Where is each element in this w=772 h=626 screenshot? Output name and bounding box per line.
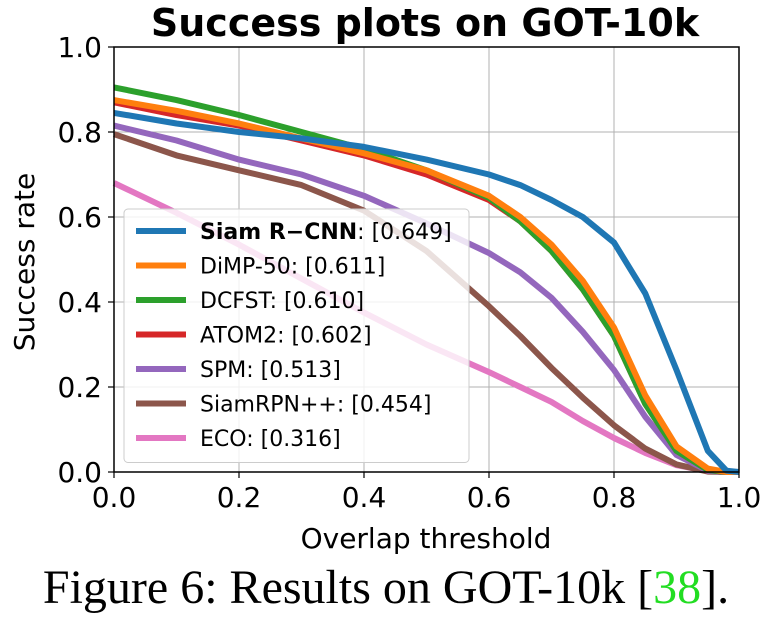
legend-entry: SPM: [0.513] <box>200 358 341 383</box>
legend-entry: ATOM2: [0.602] <box>200 324 372 349</box>
series-line <box>113 131 739 475</box>
y-tick-label: 0.2 <box>57 371 102 404</box>
legend-separator: : <box>246 358 260 383</box>
legend-series-name: Siam R−CNN <box>200 220 357 245</box>
legend-separator: : <box>291 255 305 280</box>
legend-series-score: [0.316] <box>261 427 341 452</box>
series-line <box>113 97 739 475</box>
x-tick-label: 0.4 <box>342 481 387 514</box>
y-ticks: 0.0 0.2 0.4 0.6 0.8 1.0 <box>57 31 114 489</box>
series-line <box>113 109 740 475</box>
legend-separator: : <box>246 427 260 452</box>
series-lines <box>112 84 740 475</box>
y-tick-label: 0.8 <box>57 116 102 149</box>
legend-series-name: SPM <box>200 358 246 383</box>
legend-series-score: [0.649] <box>372 220 452 245</box>
y-tick-label: 0.4 <box>57 286 102 319</box>
citation-reference[interactable]: 38 <box>653 561 702 614</box>
legend-box <box>123 208 470 463</box>
legend-entry: DCFST: [0.610] <box>200 289 364 314</box>
x-tick-label: 0.0 <box>92 481 137 514</box>
y-tick-label: 0.6 <box>57 201 102 234</box>
x-tick-label: 1.0 <box>717 481 762 514</box>
legend-separator: : <box>337 393 351 418</box>
y-tick-label: 0.0 <box>57 456 102 489</box>
legend-series-name: DiMP-50 <box>200 255 291 280</box>
legend-entry: ECO: [0.316] <box>200 427 341 452</box>
x-tick-label: 0.8 <box>592 481 637 514</box>
legend-series-score: [0.611] <box>305 255 385 280</box>
figure-caption: Figure 6: Results on GOT-10k [38]. <box>0 560 772 615</box>
y-tick-label: 1.0 <box>57 31 102 64</box>
legend-series-name: SiamRPN++ <box>200 393 337 418</box>
legend-separator: : <box>277 324 291 349</box>
legend-entry: DiMP-50: [0.611] <box>200 255 385 280</box>
x-ticks: 0.0 0.2 0.4 0.6 0.8 1.0 <box>92 472 762 514</box>
caption-end: ]. <box>701 561 730 614</box>
legend: Siam R−CNN: [0.649] DiMP-50: [0.611] DCFST… <box>123 208 470 463</box>
x-tick-label: 0.6 <box>467 481 512 514</box>
legend-separator: : <box>270 289 284 314</box>
plot-frame <box>113 46 740 473</box>
legend-series-name: ECO <box>200 427 246 452</box>
x-axis-label: Overlap threshold <box>301 522 552 555</box>
legend-series-score: [0.454] <box>351 393 431 418</box>
legend-entry: Siam R−CNN: [0.649] <box>200 220 452 245</box>
legend-entry: SiamRPN++: [0.454] <box>200 393 431 418</box>
x-tick-label: 0.2 <box>217 481 262 514</box>
y-axis-label: Success rate <box>8 173 41 352</box>
chart-title: Success plots on GOT-10k <box>151 1 700 45</box>
legend-series-score: [0.602] <box>291 324 371 349</box>
legend-series-score: [0.513] <box>261 358 341 383</box>
legend-series-name: ATOM2 <box>200 324 277 349</box>
caption-text: Figure 6: Results on GOT-10k [ <box>42 561 654 614</box>
legend-series-name: DCFST <box>200 289 273 314</box>
legend-series-score: [0.610] <box>284 289 364 314</box>
legend-separator: : <box>357 220 371 245</box>
success-plot-chart: Success plots on GOT-10k 0.0 0.2 0.4 0.6 0.8… <box>8 1 762 555</box>
